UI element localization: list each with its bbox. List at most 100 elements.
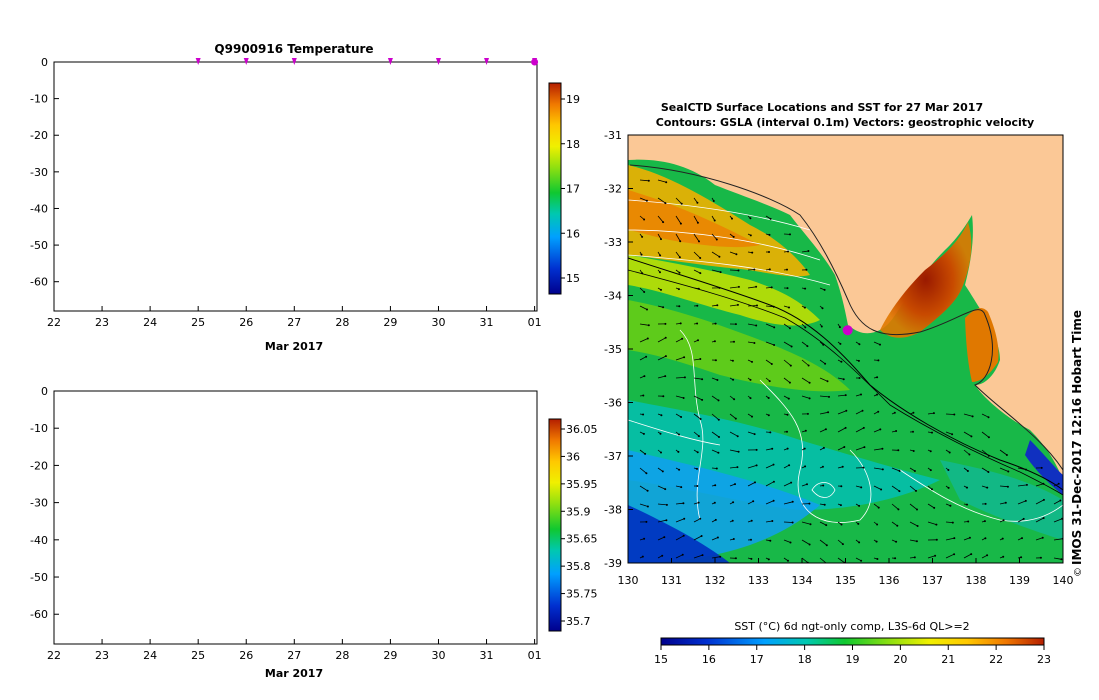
vector-head xyxy=(769,431,772,434)
vector-head xyxy=(736,303,739,306)
vector-head xyxy=(647,179,650,182)
gulf-st-vincent-warm xyxy=(965,308,999,382)
vector-head xyxy=(804,287,807,290)
gsla-contour-5 xyxy=(759,379,872,523)
vector-head xyxy=(640,253,643,256)
vector-head xyxy=(1021,537,1023,540)
vector-head xyxy=(966,486,968,489)
vector-head xyxy=(1040,466,1043,469)
vector-head xyxy=(749,217,752,220)
vector-head xyxy=(737,285,740,288)
vector-head xyxy=(1042,498,1045,501)
vector-head xyxy=(646,505,649,508)
vector-head xyxy=(646,489,649,492)
shelf-contour-2 xyxy=(628,269,1063,496)
lon-tick-label: 131 xyxy=(661,574,682,587)
velocity-vector xyxy=(711,556,721,559)
vector-head xyxy=(789,327,791,330)
vector-head xyxy=(915,540,918,543)
colorbar-tick-label: 35.65 xyxy=(566,533,598,546)
velocity-vector xyxy=(945,431,953,435)
velocity-vector xyxy=(729,413,737,419)
vector-head xyxy=(678,271,681,274)
velocity-vector xyxy=(675,233,681,242)
velocity-vector xyxy=(639,305,648,310)
velocity-vector xyxy=(1035,499,1045,505)
y-tick-label: -10 xyxy=(30,422,48,435)
vector-head xyxy=(659,254,662,257)
velocity-vector xyxy=(711,431,720,438)
vector-head xyxy=(968,536,971,539)
vector-head xyxy=(857,522,860,525)
salinity-y-axis: 0 -10 -20 -30 -40 -50 -60 xyxy=(30,385,59,621)
velocity-vector xyxy=(837,446,845,451)
vector-head xyxy=(662,221,665,224)
vector-head xyxy=(1007,470,1010,473)
vector-head xyxy=(805,268,808,271)
x-tick-label: 22 xyxy=(47,649,61,662)
vector-head xyxy=(751,251,754,254)
vector-head xyxy=(913,470,916,472)
velocity-vector xyxy=(909,485,917,492)
vector-head xyxy=(876,376,879,379)
vector-head xyxy=(790,481,793,484)
vector-head xyxy=(876,558,879,560)
vector-head xyxy=(787,397,790,400)
vector-head xyxy=(967,520,970,523)
vector-head xyxy=(820,325,823,328)
vector-head xyxy=(696,451,699,454)
vector-head xyxy=(737,450,740,453)
x-tick-label: 26 xyxy=(239,649,253,662)
vector-head xyxy=(844,394,847,397)
velocity-vector xyxy=(909,521,918,527)
imos-watermark: IMOS 31-Dec-2017 12:16 Hobart Time xyxy=(1070,310,1084,565)
vector-head xyxy=(696,485,699,487)
vector-head xyxy=(987,436,990,439)
vector-head xyxy=(662,395,665,398)
vector-head xyxy=(697,435,700,438)
vector-head xyxy=(912,411,915,414)
velocity-vector xyxy=(657,485,666,490)
sst-colorbar-ticks: 15 16 17 18 19 20 21 22 23 xyxy=(654,645,1051,666)
vector-head xyxy=(876,393,878,396)
temperature-y-axis: 0 -10 -20 -30 -40 -50 -60 xyxy=(30,56,59,289)
vector-head xyxy=(643,375,646,378)
velocity-vector xyxy=(675,535,684,541)
vector-head xyxy=(659,432,662,435)
velocity-vector xyxy=(657,215,664,223)
velocity-vector xyxy=(891,521,898,527)
vector-head xyxy=(1006,485,1009,488)
vector-head xyxy=(750,557,753,560)
map-latitude-axis: -31 -32 -33 -34 -35 -36 -37 -38 -39 xyxy=(604,129,633,570)
velocity-vector xyxy=(801,377,810,384)
vector-head xyxy=(767,414,770,417)
vector-head xyxy=(822,446,825,449)
vector-head xyxy=(772,305,775,308)
velocity-vector xyxy=(711,233,718,240)
vector-head xyxy=(753,433,756,436)
velocity-vector xyxy=(639,503,649,507)
velocity-vector xyxy=(783,482,792,487)
vector-head xyxy=(966,470,969,472)
sst-colorbar-tick-label: 16 xyxy=(702,653,716,666)
vector-head xyxy=(949,504,952,507)
map-subtitle: Contours: GSLA (interval 0.1m) Vectors: … xyxy=(656,116,1034,129)
velocity-vector xyxy=(675,377,685,379)
profile-marker xyxy=(291,58,297,65)
vector-head xyxy=(845,409,848,412)
velocity-vector xyxy=(819,521,827,526)
velocity-vector xyxy=(675,554,683,559)
temperature-section-chart: Q9900916 Temperature 22 23 24 25 26 27 28 29 30 3… xyxy=(30,42,580,353)
y-tick-label: -40 xyxy=(30,534,48,547)
velocity-vector xyxy=(747,323,757,326)
velocity-vector xyxy=(783,323,791,329)
vector-head xyxy=(712,200,715,202)
vector-head xyxy=(682,397,685,399)
vector-head xyxy=(987,416,990,419)
x-tick-label: 31 xyxy=(480,649,494,662)
vector-head xyxy=(822,343,825,346)
velocity-vector xyxy=(891,503,899,510)
lon-tick-label: 134 xyxy=(792,574,813,587)
vector-head xyxy=(789,541,792,544)
vector-head xyxy=(858,504,861,507)
